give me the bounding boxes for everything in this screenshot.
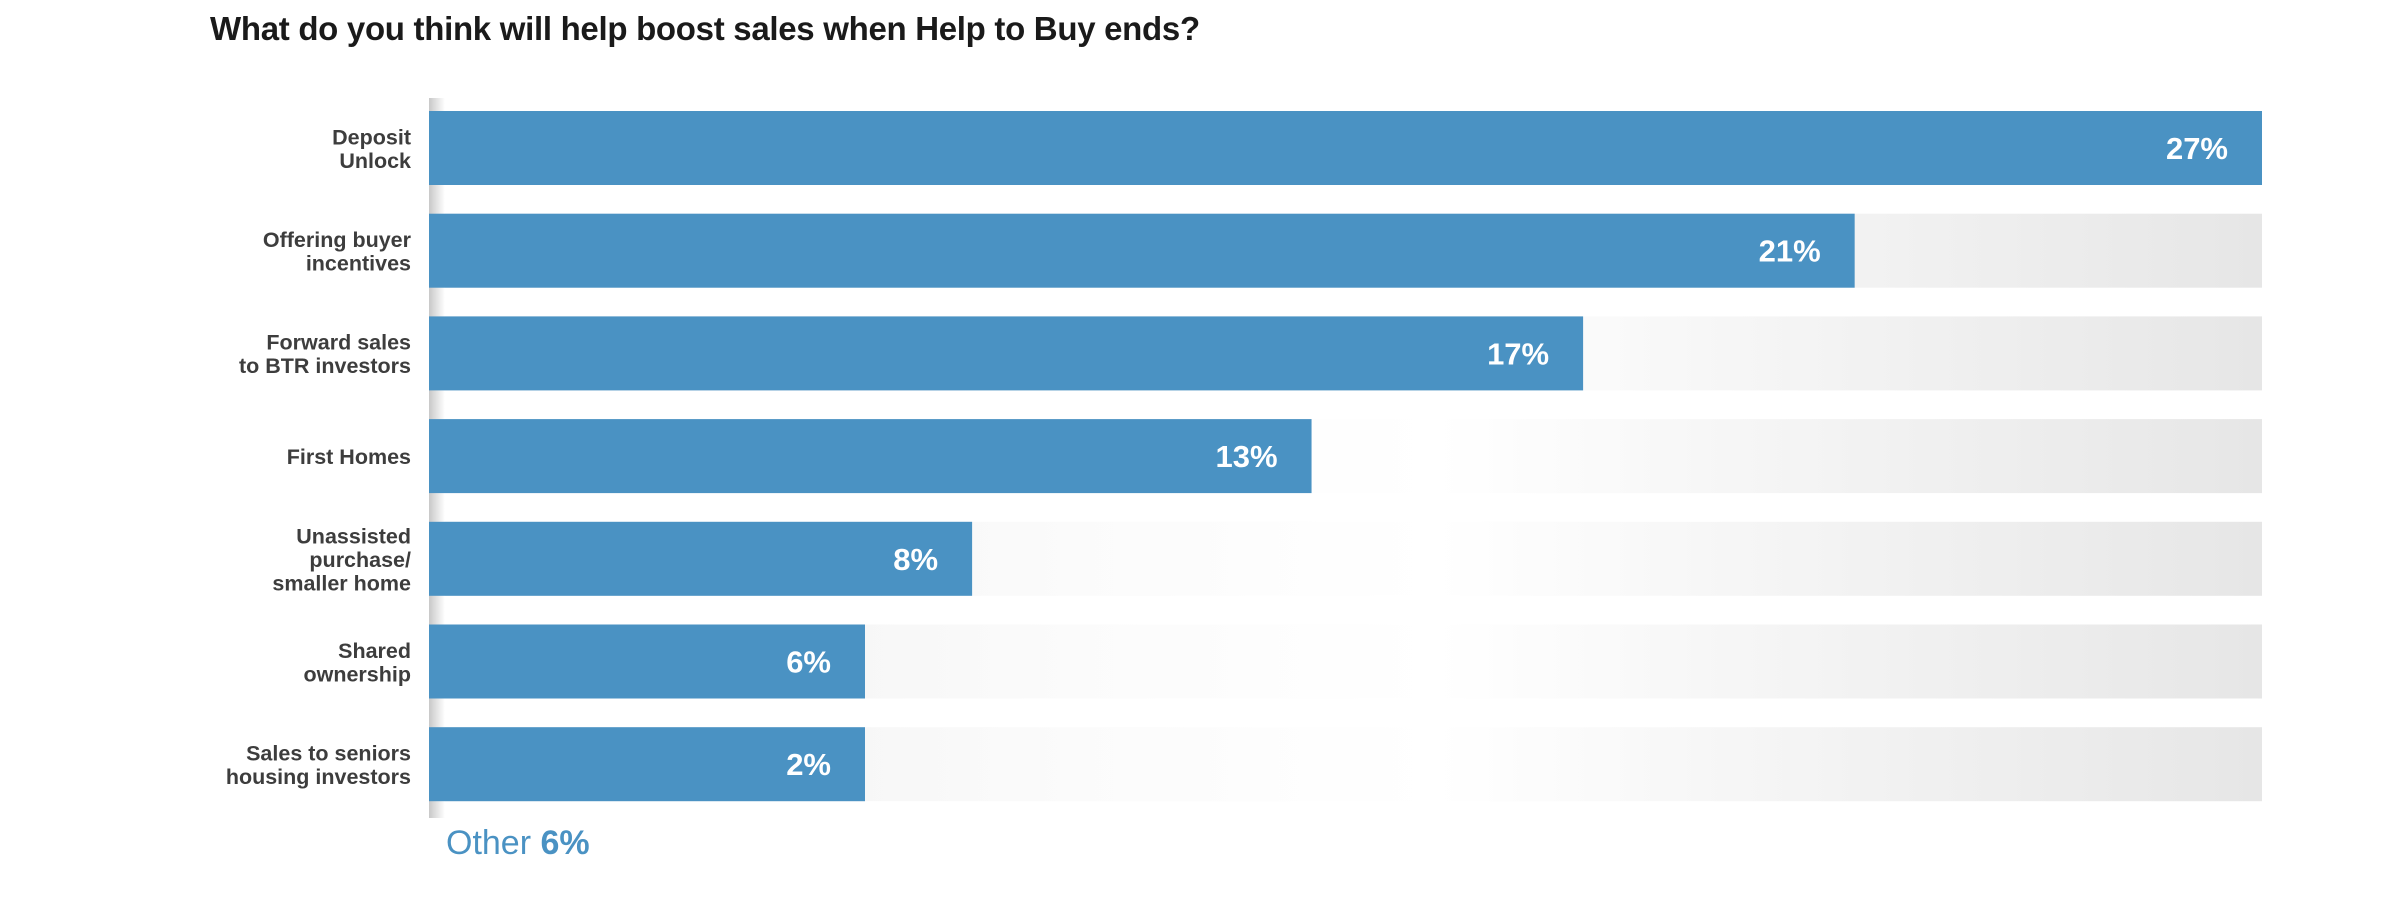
bar (429, 316, 1584, 391)
value-label: 17% (1487, 336, 1549, 371)
value-labels: 27% 21% 17% 13% 8% 6% 2% (786, 131, 2228, 782)
bar (429, 727, 865, 802)
category-label: Forward sales to BTR investors (239, 331, 411, 379)
value-label: 21% (1759, 234, 1821, 269)
bars (429, 111, 2262, 802)
value-label: 6% (786, 645, 831, 680)
bar (429, 521, 973, 596)
other-note: Other 6% (446, 824, 590, 863)
bar (429, 419, 1312, 494)
bar (429, 213, 1855, 288)
category-label: Sales to seniors housing investors (226, 741, 411, 789)
other-label: Other (446, 824, 532, 862)
category-labels: Deposit Unlock Offering buyer incentives For… (226, 125, 412, 789)
value-label: 8% (893, 542, 938, 577)
category-label: Shared ownership (303, 639, 411, 687)
value-label: 13% (1216, 439, 1278, 474)
bar (429, 624, 865, 699)
value-label: 2% (786, 747, 831, 782)
other-value: 6% (540, 824, 590, 862)
category-label: Deposit Unlock (332, 125, 411, 173)
category-label: First Homes (287, 445, 411, 469)
value-label: 27% (2166, 131, 2228, 166)
category-label: Offering buyer incentives (263, 228, 412, 276)
chart-title: What do you think will help boost sales … (210, 10, 1200, 47)
bar (429, 111, 2262, 185)
category-label: Unassisted purchase/smaller home (272, 524, 411, 595)
